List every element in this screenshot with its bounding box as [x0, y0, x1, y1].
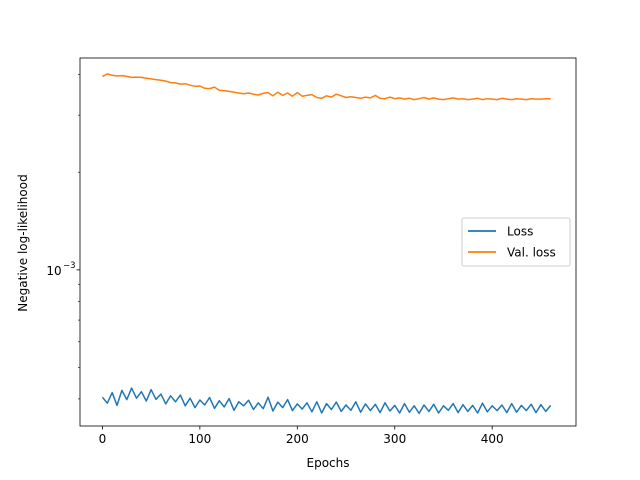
x-tick-label: 300	[383, 432, 406, 446]
legend-label: Val. loss	[507, 246, 556, 260]
y-tick-label: 10 −3	[46, 261, 75, 278]
axes: 0 100 200 300 400 10 −3	[46, 57, 577, 446]
axes-frame	[79, 57, 577, 427]
y-axis-label: Negative log-likelihood	[16, 174, 30, 311]
series-line-1	[102, 73, 551, 101]
x-tick-label: 200	[286, 432, 309, 446]
x-tick-label: 0	[99, 432, 107, 446]
plot-area	[101, 73, 552, 415]
legend-box	[461, 217, 571, 267]
x-axis-label: Epochs	[307, 456, 350, 470]
legend-label: Loss	[507, 225, 533, 239]
x-tick-label: 400	[481, 432, 504, 446]
series-line-0	[101, 387, 552, 415]
legend: Loss Val. loss	[461, 217, 571, 267]
y-tick-label-base: 10	[46, 264, 61, 278]
x-tick-label: 100	[188, 432, 211, 446]
y-tick-label-exponent: −3	[63, 261, 76, 271]
